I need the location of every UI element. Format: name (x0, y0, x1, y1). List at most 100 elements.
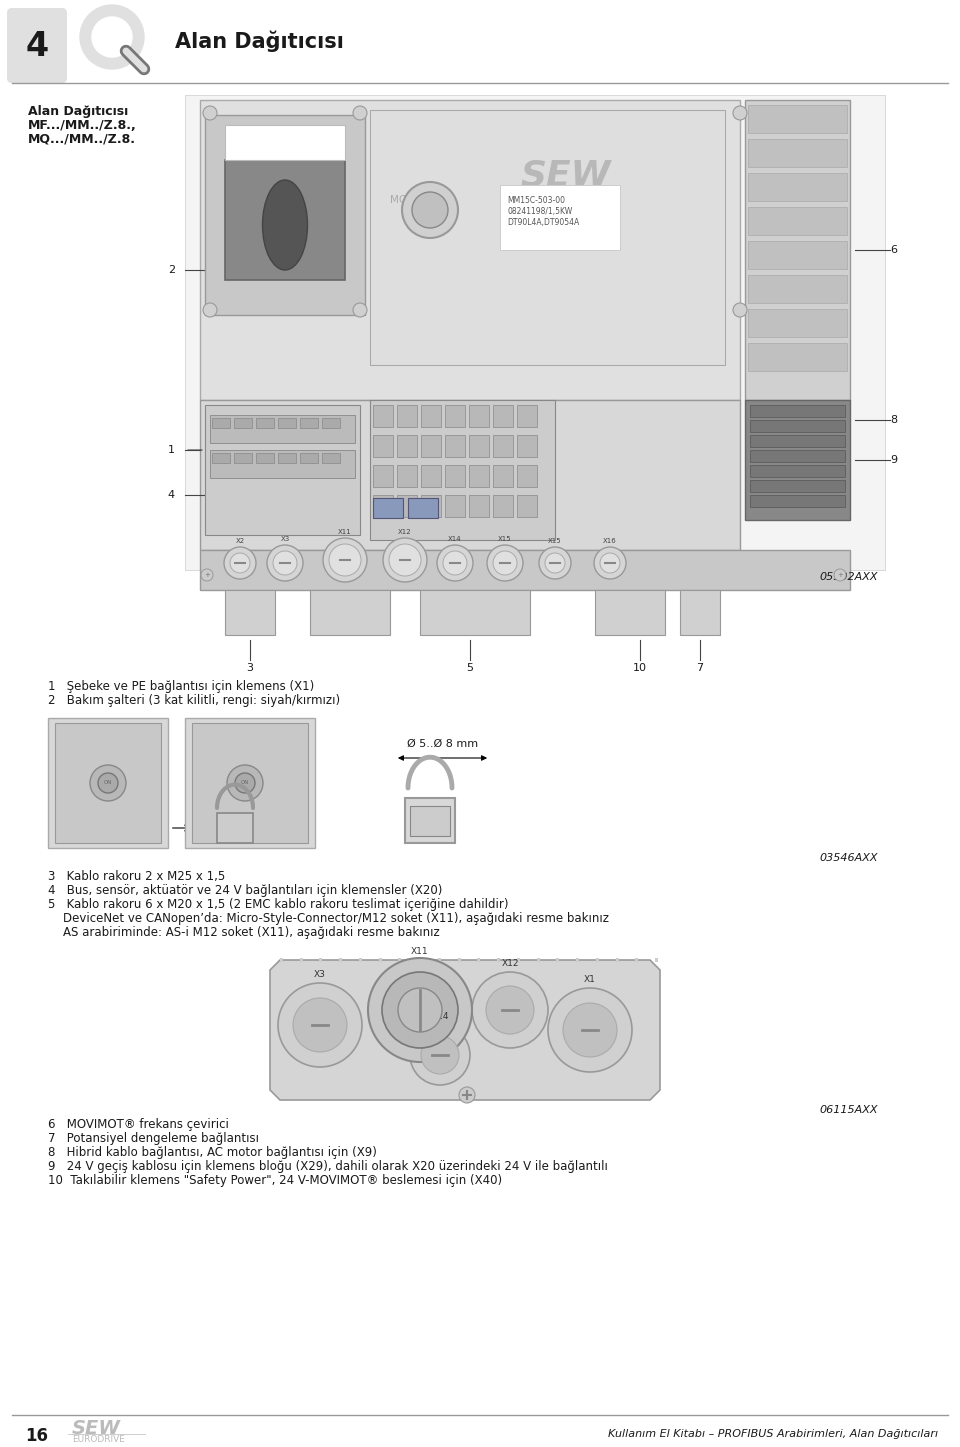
Text: X1: X1 (584, 975, 596, 984)
Bar (373, 495, 393, 517)
Bar (445, 436, 465, 457)
Text: 3: 3 (247, 663, 253, 673)
Bar (493, 436, 513, 457)
Text: X12: X12 (398, 530, 412, 535)
Circle shape (323, 538, 367, 582)
Text: X15: X15 (548, 538, 562, 544)
Text: 6: 6 (890, 245, 897, 255)
Circle shape (402, 182, 458, 237)
Circle shape (203, 106, 217, 120)
Bar (745, 100, 850, 399)
Bar (477, 958, 480, 962)
Text: X2: X2 (235, 538, 245, 544)
Bar (373, 464, 393, 488)
Circle shape (563, 1003, 617, 1056)
Bar (185, 718, 315, 848)
Text: +: + (837, 572, 843, 577)
Bar (359, 958, 362, 962)
Bar (595, 590, 665, 635)
Bar (517, 464, 537, 488)
Bar (750, 405, 845, 417)
Bar (421, 405, 441, 427)
Text: 05902AXX: 05902AXX (820, 572, 878, 582)
Text: X3: X3 (280, 535, 290, 543)
Text: 06115AXX: 06115AXX (820, 1106, 878, 1116)
Text: 08241198/1,5KW: 08241198/1,5KW (507, 207, 572, 216)
Bar (493, 495, 513, 517)
Bar (300, 453, 318, 463)
Circle shape (545, 553, 565, 573)
Text: Alan Dağıtıcısı: Alan Dağıtıcısı (175, 30, 344, 52)
Circle shape (493, 551, 517, 574)
Text: Kullanım El Kitabı – PROFIBUS Arabirimleri, Alan Dağıtıcıları: Kullanım El Kitabı – PROFIBUS Arabirimle… (608, 1430, 938, 1438)
Text: MF.../MM../Z.8.,: MF.../MM../Z.8., (28, 119, 136, 132)
Bar (200, 100, 740, 399)
Bar (205, 114, 365, 315)
Circle shape (224, 547, 256, 579)
Text: X11: X11 (338, 530, 352, 535)
Bar (210, 415, 355, 443)
Bar (517, 436, 537, 457)
Bar (500, 185, 620, 250)
Circle shape (834, 569, 846, 582)
Bar (748, 343, 847, 370)
Bar (370, 110, 725, 365)
Text: X3: X3 (314, 969, 326, 980)
Bar (320, 958, 323, 962)
Circle shape (267, 546, 303, 582)
Text: ON: ON (104, 780, 112, 786)
Bar (280, 958, 283, 962)
Circle shape (733, 302, 747, 317)
Bar (748, 207, 847, 234)
Text: 8   Hibrid kablo bağlantısı, AC motor bağlantısı için (X9): 8 Hibrid kablo bağlantısı, AC motor bağl… (48, 1146, 377, 1159)
Bar (256, 453, 274, 463)
Bar (339, 958, 342, 962)
Text: 7: 7 (696, 663, 704, 673)
Bar (225, 124, 345, 161)
Text: 4   Bus, sensör, aktüatör ve 24 V bağlantıları için klemensler (X20): 4 Bus, sensör, aktüatör ve 24 V bağlantı… (48, 884, 443, 897)
Circle shape (203, 302, 217, 317)
Circle shape (368, 958, 472, 1062)
Text: 1   Şebeke ve PE bağlantısı için klemens (X1): 1 Şebeke ve PE bağlantısı için klemens (… (48, 680, 314, 693)
Bar (750, 480, 845, 492)
Bar (278, 418, 296, 428)
Circle shape (594, 547, 626, 579)
Circle shape (421, 1036, 459, 1074)
Text: SEW: SEW (72, 1418, 121, 1437)
Text: AS arabiriminde: AS-i M12 soket (X11), aşağıdaki resme bakınız: AS arabiriminde: AS-i M12 soket (X11), a… (48, 926, 440, 939)
Text: 9   24 V geçiş kablosu için klemens bloğu (X29), dahili olarak X20 üzerindeki 24: 9 24 V geçiş kablosu için klemens bloğu … (48, 1160, 608, 1174)
Bar (200, 399, 740, 550)
Bar (748, 310, 847, 337)
Text: Alan Dağıtıcısı: Alan Dağıtıcısı (28, 106, 129, 119)
Bar (748, 139, 847, 166)
Bar (55, 724, 161, 844)
Circle shape (235, 773, 255, 793)
Circle shape (472, 972, 548, 1048)
Circle shape (92, 17, 132, 56)
Circle shape (383, 538, 427, 582)
Bar (410, 806, 450, 836)
Text: 9: 9 (890, 454, 898, 464)
Circle shape (80, 4, 144, 69)
Circle shape (443, 551, 467, 574)
Bar (200, 550, 850, 590)
Bar (212, 453, 230, 463)
Bar (680, 590, 720, 635)
Text: DT90L4A,DT9054A: DT90L4A,DT9054A (507, 218, 579, 227)
Text: 6   MOVIMOT® frekans çevirici: 6 MOVIMOT® frekans çevirici (48, 1119, 228, 1132)
Bar (212, 418, 230, 428)
Text: SEW: SEW (520, 158, 611, 192)
Bar (397, 436, 417, 457)
Text: EURODRIVE: EURODRIVE (72, 1435, 125, 1444)
Circle shape (293, 998, 347, 1052)
Bar (373, 436, 393, 457)
Bar (748, 242, 847, 269)
Circle shape (382, 972, 458, 1048)
Text: 7   Potansiyel dengeleme bağlantısı: 7 Potansiyel dengeleme bağlantısı (48, 1132, 259, 1145)
Bar (322, 453, 340, 463)
Text: DeviceNet ve CANopen’da: Micro-Style-Connector/M12 soket (X11), aşağıdaki resme : DeviceNet ve CANopen’da: Micro-Style-Con… (48, 912, 609, 925)
Bar (469, 405, 489, 427)
Bar (469, 436, 489, 457)
Circle shape (487, 546, 523, 582)
Text: X15: X15 (498, 535, 512, 543)
